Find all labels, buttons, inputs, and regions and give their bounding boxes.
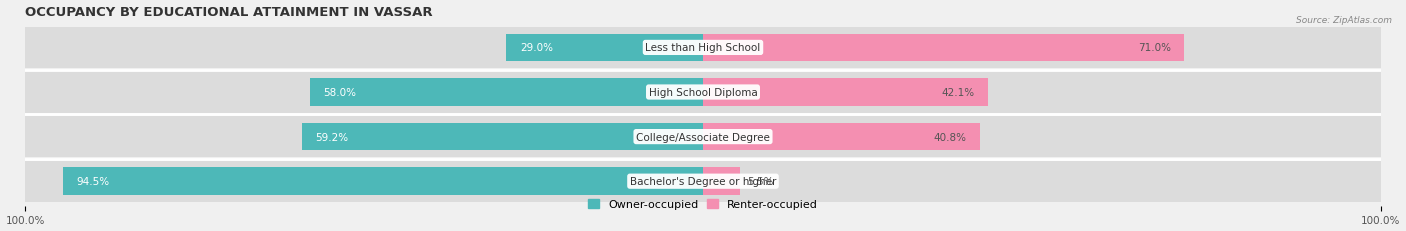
Text: OCCUPANCY BY EDUCATIONAL ATTAINMENT IN VASSAR: OCCUPANCY BY EDUCATIONAL ATTAINMENT IN V…	[25, 6, 433, 18]
Text: 5.5%: 5.5%	[747, 176, 773, 186]
Bar	[703, 28, 1381, 69]
Bar	[25, 72, 703, 113]
Text: 40.8%: 40.8%	[934, 132, 966, 142]
Bar	[703, 117, 1381, 158]
Text: Source: ZipAtlas.com: Source: ZipAtlas.com	[1296, 16, 1392, 25]
Bar	[703, 34, 1184, 62]
Bar	[703, 123, 980, 151]
Bar	[25, 117, 703, 158]
Text: College/Associate Degree: College/Associate Degree	[636, 132, 770, 142]
Text: 42.1%: 42.1%	[942, 88, 974, 97]
Bar	[703, 168, 741, 195]
Bar	[309, 79, 703, 106]
Bar	[506, 34, 703, 62]
Text: Less than High School: Less than High School	[645, 43, 761, 53]
Text: 71.0%: 71.0%	[1137, 43, 1171, 53]
Text: 29.0%: 29.0%	[520, 43, 553, 53]
Text: 59.2%: 59.2%	[315, 132, 349, 142]
Bar	[703, 79, 988, 106]
Legend: Owner-occupied, Renter-occupied: Owner-occupied, Renter-occupied	[588, 199, 818, 210]
Text: Bachelor's Degree or higher: Bachelor's Degree or higher	[630, 176, 776, 186]
Bar	[703, 72, 1381, 113]
Text: 94.5%: 94.5%	[76, 176, 110, 186]
Bar	[302, 123, 703, 151]
Bar	[703, 161, 1381, 202]
Bar	[62, 168, 703, 195]
Text: 58.0%: 58.0%	[323, 88, 357, 97]
Text: High School Diploma: High School Diploma	[648, 88, 758, 97]
Bar	[25, 28, 703, 69]
Bar	[25, 161, 703, 202]
